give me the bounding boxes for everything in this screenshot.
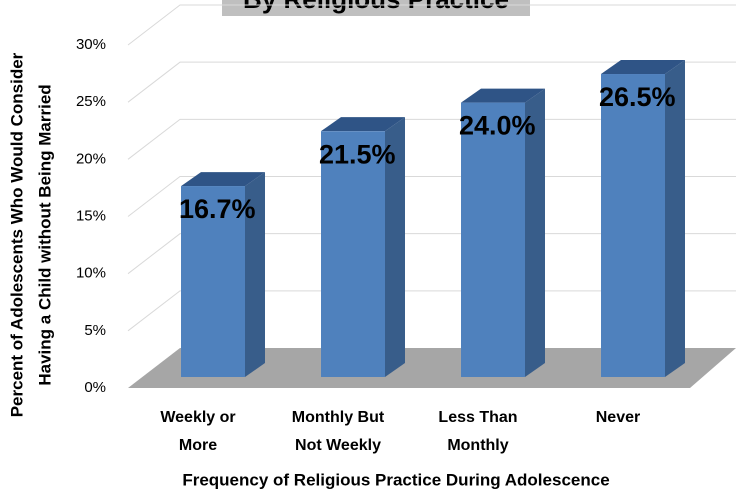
y-tick-label: 25%: [76, 93, 106, 110]
y-tick-label: 30%: [76, 36, 106, 53]
y-axis-label: Having a Child without Being Married: [35, 84, 54, 385]
grid-line: [127, 118, 736, 160]
bar-side: [245, 172, 265, 377]
value-label: 26.5%: [599, 82, 676, 112]
y-tick-label: 10%: [76, 265, 106, 282]
value-label: 16.7%: [179, 194, 256, 224]
x-tick-label: Monthly But Not Weekly: [291, 409, 385, 454]
bar: [181, 186, 245, 377]
grid-line: [127, 176, 736, 217]
x-tick-label: Never: [595, 409, 641, 426]
x-tick-label: Less Than Monthly: [438, 409, 518, 454]
grid-line: [127, 290, 736, 332]
bar: [601, 74, 665, 378]
bar-top: [181, 172, 265, 187]
y-tick-label: 20%: [76, 150, 106, 167]
y-tick-label: 5%: [84, 322, 106, 339]
y-tick-label: 15%: [76, 207, 106, 224]
bar-side: [525, 88, 545, 377]
value-label: 24.0%: [459, 111, 536, 141]
y-tick-label: 0%: [84, 379, 106, 396]
bar-side: [385, 117, 405, 377]
value-label: 21.5%: [319, 139, 396, 169]
bar: [321, 131, 385, 377]
grid-line: [127, 233, 736, 275]
bar-top: [321, 117, 405, 132]
bar-top: [461, 88, 545, 103]
x-axis-label: Frequency of Religious Practice During A…: [182, 470, 609, 489]
grid-line: [127, 61, 736, 103]
floor: [128, 348, 736, 388]
y-axis-label: Percent of Adolescents Who Would Conside…: [7, 52, 26, 417]
bar-top: [601, 60, 685, 75]
bar: [461, 102, 525, 377]
title-box: [222, 0, 530, 16]
chart-title: By Religious Practice: [243, 0, 509, 14]
bar-side: [665, 60, 685, 378]
x-tick-label: Weekly or More: [160, 409, 236, 454]
grid-line: [127, 4, 736, 46]
